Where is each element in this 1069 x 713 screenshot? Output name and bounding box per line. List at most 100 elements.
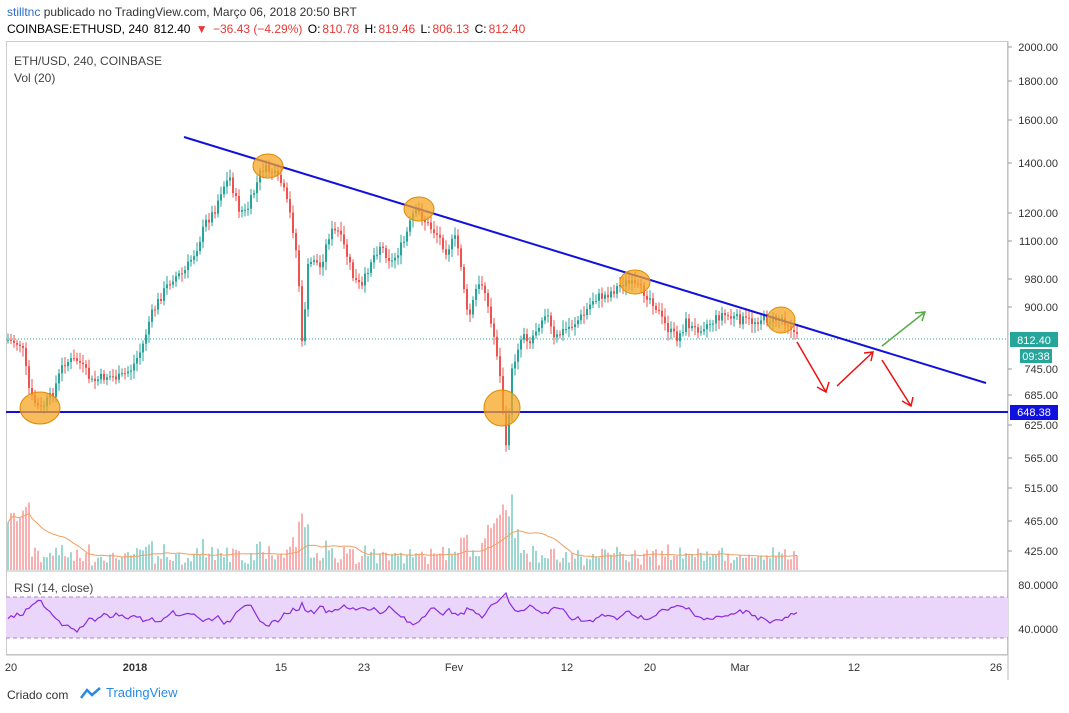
volume-bar bbox=[628, 561, 630, 570]
arrow-up-path[interactable] bbox=[836, 351, 874, 387]
volume-bar bbox=[355, 563, 357, 570]
price-tick-label: 2000.00 bbox=[1018, 42, 1058, 54]
candle-body bbox=[97, 379, 99, 382]
highlight-ellipse[interactable] bbox=[19, 391, 61, 425]
volume-bar bbox=[385, 552, 387, 570]
arrow-down-head bbox=[901, 396, 914, 408]
volume-bar bbox=[40, 562, 42, 570]
volume-bar bbox=[22, 510, 24, 570]
arrow-down-path[interactable] bbox=[796, 341, 827, 393]
candle-body bbox=[76, 358, 78, 362]
high-label: H: bbox=[364, 22, 377, 36]
candle-body bbox=[169, 284, 171, 286]
rsi-band bbox=[6, 597, 1008, 638]
volume-bar bbox=[256, 543, 258, 570]
candle-body bbox=[298, 250, 300, 287]
volume-bar bbox=[52, 555, 54, 570]
arrow-down-path[interactable] bbox=[881, 359, 912, 407]
arrow-up-path[interactable] bbox=[881, 311, 926, 347]
volume-bar bbox=[346, 553, 348, 570]
volume-bar bbox=[163, 544, 165, 570]
volume-bar bbox=[325, 540, 327, 570]
volume-bar bbox=[370, 551, 372, 570]
candle-body bbox=[757, 322, 759, 325]
volume-bar bbox=[427, 563, 429, 570]
volume-bar bbox=[49, 552, 51, 570]
candle-body bbox=[172, 281, 174, 285]
candle-body bbox=[70, 358, 72, 362]
candle-body bbox=[754, 322, 756, 325]
volume-bar bbox=[28, 502, 30, 570]
volume-bar bbox=[670, 559, 672, 570]
volume-bar bbox=[436, 554, 438, 570]
volume-bar bbox=[244, 562, 246, 570]
volume-bar bbox=[220, 552, 222, 570]
candle-body bbox=[685, 318, 687, 333]
candle-body bbox=[763, 314, 765, 321]
descending-trendline[interactable] bbox=[183, 136, 987, 384]
volume-bar bbox=[316, 553, 318, 570]
author-link[interactable]: stilltnc bbox=[7, 5, 41, 19]
volume-bar bbox=[451, 554, 453, 570]
highlight-ellipse[interactable] bbox=[483, 389, 521, 427]
highlight-ellipse[interactable] bbox=[766, 306, 796, 334]
candle-body bbox=[247, 208, 249, 210]
candle-body bbox=[619, 284, 621, 287]
candle-body bbox=[580, 314, 582, 321]
volume-bar bbox=[571, 553, 573, 570]
volume-bar bbox=[733, 559, 735, 570]
rsi-tick-label: 80.0000 bbox=[1018, 580, 1058, 592]
rsi-line bbox=[7, 591, 798, 634]
volume-bar bbox=[334, 558, 336, 570]
volume-bar bbox=[328, 550, 330, 570]
volume-bar bbox=[472, 550, 474, 570]
time-tick-label: 2018 bbox=[123, 662, 147, 674]
price-axis[interactable]: 2000.00 1800.00 1600.00 1400.00 1200.00 1100.… bbox=[1008, 42, 1058, 558]
volume-bar bbox=[718, 550, 720, 570]
candle-body bbox=[697, 327, 699, 333]
candle-body bbox=[658, 309, 660, 311]
volume-bar bbox=[559, 562, 561, 570]
highlight-ellipse[interactable] bbox=[252, 153, 284, 179]
volume-bar bbox=[547, 558, 549, 570]
volume-bar bbox=[727, 553, 729, 570]
volume-bar bbox=[580, 556, 582, 570]
candle-body bbox=[400, 242, 402, 256]
volume-bar bbox=[364, 545, 366, 570]
candle-body bbox=[571, 326, 573, 328]
volume-bar bbox=[361, 556, 363, 570]
volume-bar bbox=[46, 557, 48, 570]
highlight-ellipse[interactable] bbox=[619, 269, 651, 295]
volume-bar bbox=[19, 518, 21, 570]
candle-body bbox=[214, 212, 216, 214]
volume-bar bbox=[634, 550, 636, 570]
low-value: 806.13 bbox=[432, 22, 470, 36]
candle-body bbox=[292, 212, 294, 234]
volume-bar bbox=[226, 547, 228, 570]
candle-body bbox=[10, 339, 12, 341]
volume-bar bbox=[490, 528, 492, 570]
time-axis[interactable]: 20 2018 15 23 Fev 12 20 Mar 12 26 bbox=[5, 662, 1002, 674]
candle-body bbox=[586, 309, 588, 316]
down-triangle-icon: ▼ bbox=[195, 22, 208, 36]
volume-bar bbox=[265, 558, 267, 570]
candle-body bbox=[328, 239, 330, 245]
volume-bar bbox=[169, 559, 171, 570]
highlight-ellipse[interactable] bbox=[403, 196, 435, 222]
volume-bar bbox=[130, 555, 132, 570]
candle-body bbox=[481, 284, 483, 286]
volume-bar bbox=[649, 556, 651, 570]
price-tick-label: 1400.00 bbox=[1018, 158, 1058, 170]
volume-bar bbox=[685, 552, 687, 570]
time-tick-label: 12 bbox=[561, 662, 573, 674]
candle-body bbox=[121, 373, 123, 375]
candle-body bbox=[205, 219, 207, 227]
tradingview-link[interactable]: TradingView bbox=[80, 685, 178, 700]
candle-body bbox=[724, 313, 726, 316]
volume-bar bbox=[742, 558, 744, 570]
candle-body bbox=[94, 378, 96, 382]
volume-bar bbox=[523, 550, 525, 570]
symbol-line: COINBASE:ETHUSD, 240 812.40 ▼ −36.43 (−4… bbox=[7, 22, 527, 36]
volume-bar bbox=[577, 550, 579, 570]
